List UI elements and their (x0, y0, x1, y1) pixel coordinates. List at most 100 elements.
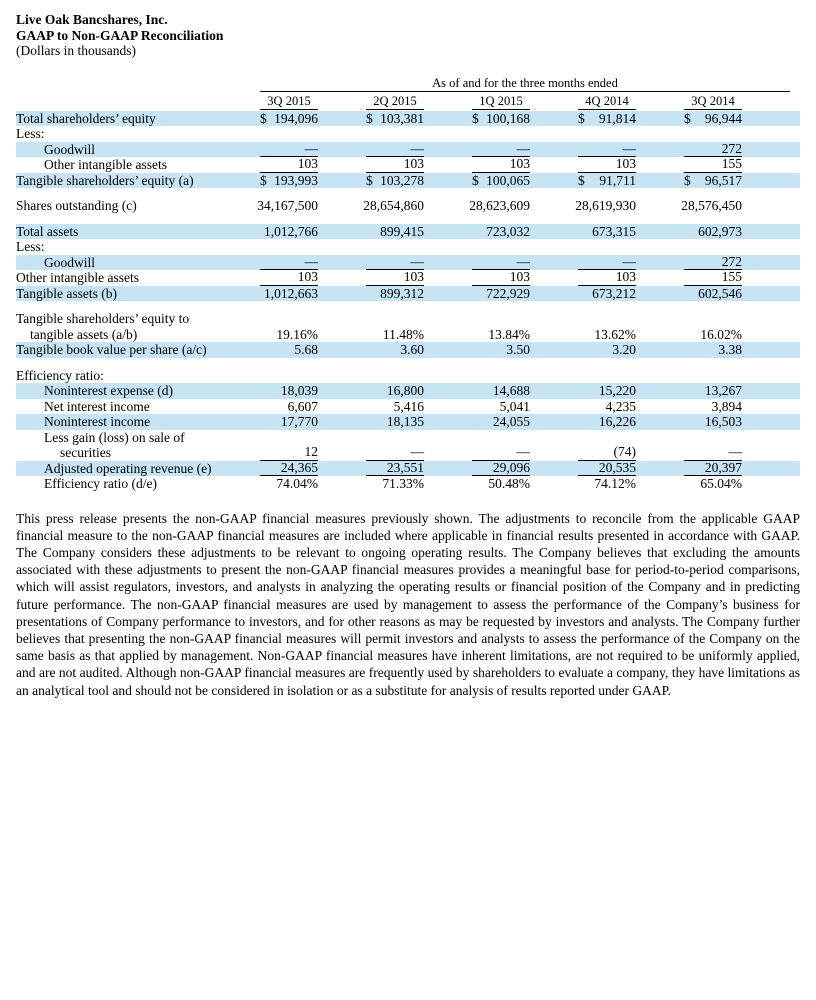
value: 155 (721, 269, 742, 284)
table-row: Noninterest expense (d) 18,039 16,800 14,68… (16, 383, 800, 399)
table-row: Efficiency ratio: (16, 368, 800, 384)
value-cell: 16,503 (684, 414, 790, 430)
column-headers: 3Q 2015 2Q 2015 1Q 2015 4Q 2014 3Q 2014 (260, 94, 790, 110)
value-cell: 12 (260, 444, 366, 461)
row-label: Less: (16, 126, 45, 141)
value-cell: 28,576,450 (681, 198, 790, 214)
value-cell: — (684, 444, 790, 461)
value: 3.20 (612, 342, 636, 357)
value-box: 5.68 (260, 342, 318, 358)
value: 16.02% (700, 326, 742, 342)
value-box: 4,235 (578, 399, 636, 415)
value-cell: — (472, 253, 578, 270)
value-cell: 1,012,766 (260, 224, 366, 240)
value-cell: 103 (578, 269, 684, 286)
value-box: 103 (260, 156, 318, 173)
value-box: 155 (684, 156, 742, 173)
value-box (472, 126, 530, 142)
value-cell: 65.04% (684, 476, 790, 492)
value-box: 16,226 (578, 414, 636, 430)
value-box: 3.50 (472, 342, 530, 358)
company-name: Live Oak Bancshares, Inc. (16, 12, 168, 27)
value: 20,397 (704, 459, 742, 475)
row-label: Total assets (16, 223, 79, 239)
value-box: 16,800 (366, 383, 424, 399)
value: 96,517 (704, 172, 742, 188)
value: 3.50 (506, 342, 530, 357)
value-box: 50.48% (472, 476, 530, 492)
value: 28,623,609 (469, 198, 530, 213)
table-row: Tangible shareholders’ equity (a) $193,99… (16, 172, 800, 189)
value: 272 (721, 140, 742, 156)
value: 100,065 (486, 172, 530, 188)
value-cell: 34,167,500 (257, 198, 366, 214)
value: 1,012,766 (264, 223, 318, 239)
value: 103 (509, 156, 530, 171)
value-cell: 103 (472, 269, 578, 286)
table-row: Less gain (loss) on sale of securities 12 —… (16, 430, 800, 461)
value-box (366, 126, 424, 142)
value-box: 28,623,609 (469, 198, 530, 214)
value-cell: 19.16% (260, 327, 366, 343)
value: 272 (721, 253, 742, 269)
value-cell: 673,315 (578, 224, 684, 240)
value: 16,800 (386, 383, 424, 398)
dollar-sign: $ (472, 110, 479, 126)
value-box: 20,535 (578, 459, 636, 476)
value-cell: — (366, 444, 472, 461)
value-box (260, 239, 318, 255)
table-row: Tangible book value per share (a/c) 5.68 3… (16, 342, 800, 358)
value-box: — (260, 141, 318, 157)
value: 20,535 (598, 459, 636, 475)
row-label: Tangible book value per share (a/c) (16, 342, 207, 357)
value-box: 13.84% (472, 327, 530, 343)
spacer-row (16, 358, 800, 368)
value-cell: 20,397 (684, 459, 790, 476)
value-box (366, 239, 424, 255)
value: 96,944 (704, 110, 742, 126)
value: — (516, 253, 531, 269)
value: 4,235 (605, 398, 636, 414)
value: 155 (721, 156, 742, 171)
value: 13.62% (594, 326, 636, 342)
value-box: 899,415 (366, 224, 424, 240)
dollar-sign: $ (578, 172, 585, 188)
value-box (472, 368, 530, 384)
value-box: 723,032 (472, 224, 530, 240)
value-box: 65.04% (684, 476, 742, 492)
value-cell: — (260, 254, 366, 270)
value-box: 13.62% (578, 327, 636, 343)
value-cell (472, 368, 578, 384)
value: (74) (613, 444, 637, 459)
value-cell: 272 (684, 140, 790, 157)
value-cell: 23,551 (366, 460, 472, 476)
value-box: $193,993 (260, 173, 318, 189)
value: 103 (297, 156, 318, 171)
dollar-sign: $ (578, 110, 585, 126)
value: 13,267 (704, 383, 742, 398)
value: 103,278 (380, 172, 424, 188)
value-box (684, 239, 742, 255)
column-header: 3Q 2015 (260, 94, 318, 110)
value-cell (260, 239, 366, 255)
value-cell (684, 368, 790, 384)
value-cell: 103 (578, 156, 684, 173)
value-cell: $96,944 (684, 111, 790, 127)
value-box: — (260, 254, 318, 270)
value-cell: $96,517 (684, 173, 790, 189)
value: 723,032 (486, 223, 530, 239)
value: 17,770 (280, 414, 318, 429)
value-box: $103,381 (366, 111, 424, 127)
column-header: 3Q 2014 (684, 94, 742, 110)
value-cell: 723,032 (472, 224, 578, 240)
dollar-sign: $ (260, 172, 267, 188)
value-box: 24,055 (472, 414, 530, 430)
value-cell: 103 (260, 156, 366, 173)
dollar-sign: $ (472, 172, 479, 188)
row-label: Total shareholders’ equity (16, 110, 156, 126)
value-cell: 103 (260, 269, 366, 286)
table-span-header-row: As of and for the three months ended (16, 76, 800, 92)
value-cell: — (260, 141, 366, 157)
value: 71.33% (382, 476, 424, 491)
value-box: $91,814 (578, 111, 636, 127)
